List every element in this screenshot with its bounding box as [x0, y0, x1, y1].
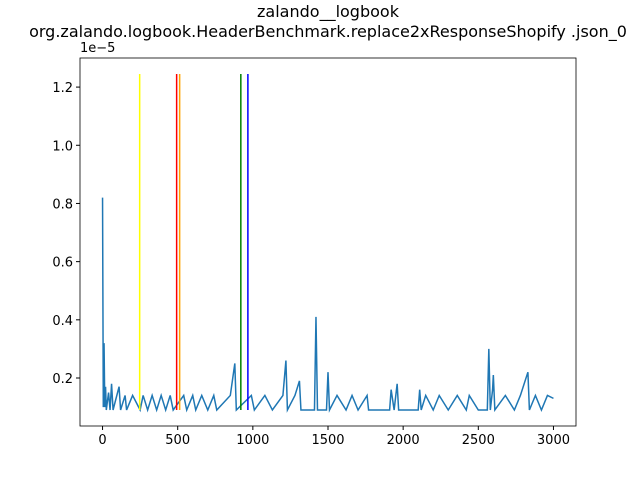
x-tick-label: 1500	[311, 433, 344, 448]
y-tick-label: 0.6	[52, 256, 73, 271]
chart-subtitle: org.zalando.logbook.HeaderBenchmark.repl…	[29, 22, 627, 42]
x-tick-label: 2000	[387, 433, 420, 448]
y-tick-label: 0.4	[52, 314, 73, 329]
y-tick-label: 0.2	[52, 372, 73, 387]
x-tick-label: 0	[98, 433, 106, 448]
y-tick-label: 1.0	[52, 139, 73, 154]
x-tick-label: 1000	[236, 433, 269, 448]
line-series	[101, 197, 554, 413]
y-tick-label: 1.2	[52, 81, 73, 96]
x-tick-label: 2500	[462, 433, 495, 448]
y-offset-label: 1e−5	[80, 41, 115, 56]
x-tick-label: 3000	[537, 433, 570, 448]
x-tick-label: 500	[165, 433, 190, 448]
chart-title: zalando__logbook	[257, 2, 400, 22]
y-tick-label: 0.8	[52, 197, 73, 212]
plot-frame	[79, 57, 577, 427]
